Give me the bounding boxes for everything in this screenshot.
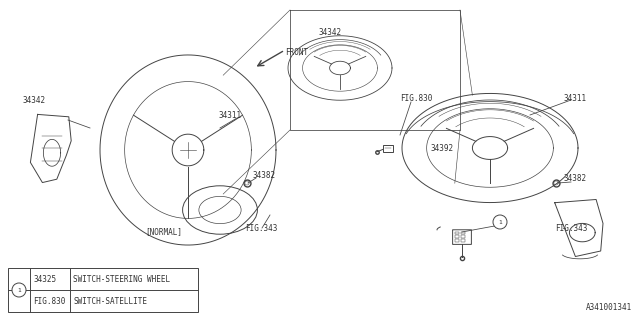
Text: 34392: 34392 <box>430 143 453 153</box>
Text: SWITCH-STEERING WHEEL: SWITCH-STEERING WHEEL <box>73 276 170 284</box>
Text: 34325: 34325 <box>33 276 56 284</box>
Text: 34382: 34382 <box>563 173 586 182</box>
Circle shape <box>493 215 507 229</box>
Text: 34382: 34382 <box>252 171 275 180</box>
Bar <box>461 239 465 242</box>
Text: SWITCH-SATELLITE: SWITCH-SATELLITE <box>73 297 147 306</box>
Bar <box>455 239 459 242</box>
Text: 34342: 34342 <box>22 95 45 105</box>
Bar <box>383 145 394 152</box>
Text: FIG.343: FIG.343 <box>245 223 277 233</box>
Text: FIG.830: FIG.830 <box>400 93 433 102</box>
Bar <box>455 235 459 238</box>
Text: 34311: 34311 <box>563 93 586 102</box>
Text: FRONT: FRONT <box>285 47 308 57</box>
Bar <box>8 268 198 312</box>
Text: FIG.830: FIG.830 <box>33 297 65 306</box>
Text: A341001341: A341001341 <box>586 303 632 312</box>
Polygon shape <box>31 115 71 182</box>
Text: 1: 1 <box>17 287 21 292</box>
Text: 1: 1 <box>498 220 502 225</box>
Text: FIG.343: FIG.343 <box>555 223 588 233</box>
Bar <box>461 232 465 234</box>
Polygon shape <box>555 199 603 257</box>
Bar <box>455 232 459 234</box>
Text: 34342: 34342 <box>318 28 341 36</box>
Circle shape <box>12 283 26 297</box>
Bar <box>461 235 465 238</box>
Text: [NORMAL]: [NORMAL] <box>145 228 182 236</box>
Text: 34311: 34311 <box>218 110 241 119</box>
